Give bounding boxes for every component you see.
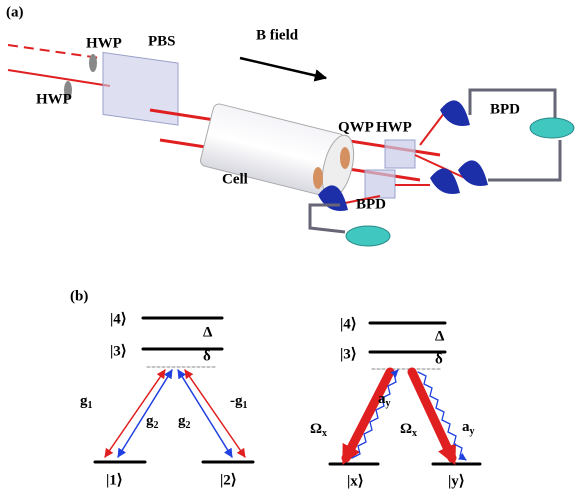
panel-b: (b) |4⟩ |3⟩ Δ δ |1⟩ |2⟩ g1 g2 g2 -g1 |4⟩…: [70, 288, 480, 489]
label: δ: [435, 351, 443, 367]
label: BPD: [356, 196, 386, 212]
subscript: 2: [154, 420, 159, 431]
level-label: |4⟩: [340, 316, 357, 332]
bpd-box: [530, 118, 574, 138]
level-label: |1⟩: [106, 472, 123, 488]
probe: [352, 370, 398, 458]
drive-label: Ωx: [310, 421, 327, 439]
level-label: |3⟩: [340, 346, 357, 362]
subscript: y: [470, 426, 475, 437]
coupling-label: g2: [146, 413, 159, 431]
symbol: Ω: [310, 421, 322, 437]
label: B field: [256, 27, 299, 43]
beam: [8, 70, 110, 86]
subscript: x: [412, 428, 417, 439]
label: QWP: [338, 119, 374, 135]
drive: [346, 372, 390, 458]
level-label: |2⟩: [220, 472, 237, 488]
pbs-small: [365, 170, 395, 198]
panel-label: (a): [6, 4, 24, 20]
drive-label: Ωx: [400, 421, 417, 439]
subscript: 2: [186, 420, 191, 431]
label: HWP: [86, 35, 122, 51]
drive: [412, 372, 452, 458]
panel-a: (a) HWP HWP PBS B field QWP HWP BPD BPD …: [6, 4, 574, 246]
coupling-label: g2: [178, 413, 191, 431]
transition: [105, 370, 165, 457]
label: Δ: [203, 324, 213, 340]
label: Cell: [222, 171, 248, 187]
symbol: Ω: [400, 421, 412, 437]
pbs-cube: [103, 52, 178, 125]
level-label: |y⟩: [448, 473, 465, 489]
b-field-arrow: [240, 58, 326, 78]
probe-label: ay: [462, 419, 475, 437]
transition: [178, 370, 232, 457]
level-label: |3⟩: [110, 343, 127, 359]
transition: [118, 370, 172, 457]
subscript: 1: [243, 400, 248, 411]
level: [95, 318, 253, 462]
label: δ: [203, 348, 211, 364]
figure: (a) HWP HWP PBS B field QWP HWP BPD BPD …: [0, 0, 576, 489]
subscript: 1: [88, 400, 93, 411]
coupling-label: g1: [80, 393, 93, 411]
subscript: y: [386, 398, 391, 409]
label: PBS: [148, 33, 176, 49]
transition: [185, 370, 245, 457]
waveplate: [313, 167, 323, 189]
subscript: x: [322, 428, 327, 439]
symbol: -g: [230, 393, 243, 409]
pbs-small: [385, 140, 415, 168]
label: Δ: [435, 328, 445, 344]
panel-label: (b): [70, 288, 88, 304]
label: HWP: [36, 91, 72, 107]
level-label: |x⟩: [347, 473, 364, 489]
waveplate: [340, 147, 350, 169]
level-label: |4⟩: [110, 311, 127, 327]
coupling-label: -g1: [230, 393, 248, 411]
label: BPD: [490, 101, 520, 117]
waveplate: [89, 54, 97, 72]
bpd-box: [346, 226, 390, 246]
label: HWP: [376, 119, 412, 135]
